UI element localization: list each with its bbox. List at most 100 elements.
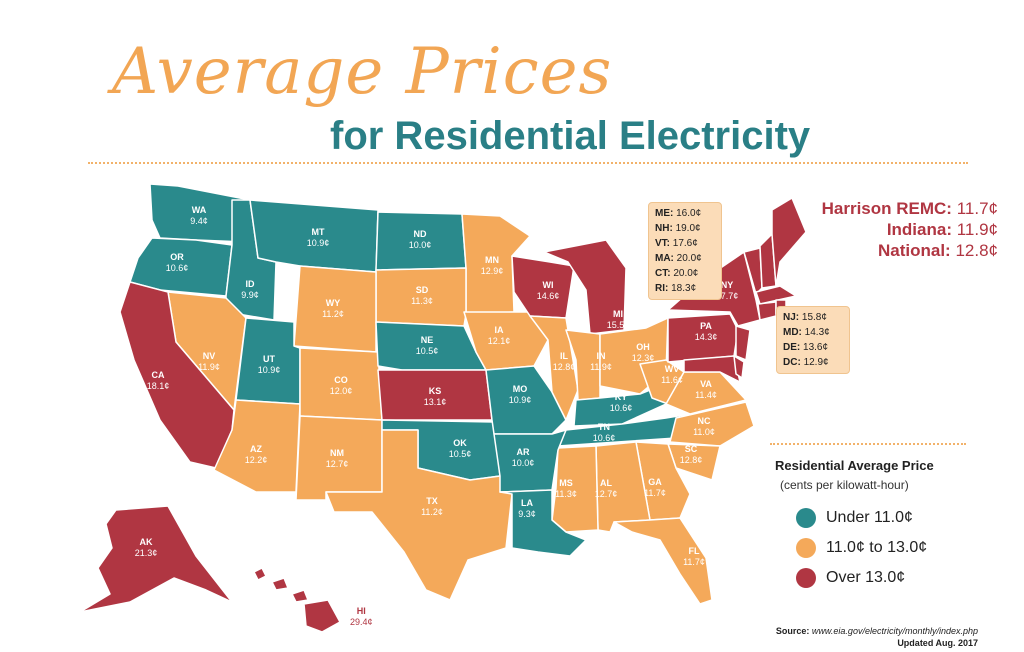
state-price: 10.5¢ bbox=[448, 449, 472, 459]
state-price: 12.7¢ bbox=[325, 459, 349, 469]
state-abbr: SC bbox=[684, 444, 698, 454]
legend-subtitle: (cents per kilowatt-hour) bbox=[780, 478, 909, 492]
state-abbr: MT bbox=[311, 227, 325, 237]
state-label-AZ: AZ 12.2¢ bbox=[245, 444, 268, 466]
callout-abbr: NJ: bbox=[783, 312, 800, 323]
state-label-LA: LA 9.3¢ bbox=[518, 498, 536, 520]
state-AK bbox=[79, 505, 233, 613]
state-price: 11.7¢ bbox=[644, 488, 666, 498]
state-price: 10.5¢ bbox=[415, 346, 439, 356]
state-TX bbox=[325, 429, 513, 601]
state-abbr: FL bbox=[688, 546, 700, 556]
state-label-SD: SD 11.3¢ bbox=[411, 285, 433, 307]
price-highlights: Harrison REMC: 11.7¢ Indiana: 11.9¢ Nati… bbox=[822, 198, 998, 261]
callout-price: 12.9¢ bbox=[803, 357, 829, 368]
callout-row: MA: 20.0¢ bbox=[655, 251, 715, 266]
state-label-TN: TN 10.6¢ bbox=[593, 422, 616, 444]
state-price: 12.9¢ bbox=[480, 266, 504, 276]
callout-row: RI: 18.3¢ bbox=[655, 281, 715, 296]
state-label-OH: OH 12.3¢ bbox=[632, 342, 655, 364]
highlight-harrison: Harrison REMC: 11.7¢ bbox=[822, 198, 998, 219]
state-MO bbox=[485, 365, 567, 435]
state-abbr: MI bbox=[613, 309, 623, 319]
state-label-WI: WI 14.6¢ bbox=[537, 280, 560, 302]
state-price: 12.3¢ bbox=[631, 353, 655, 363]
state-label-OK: OK 10.5¢ bbox=[449, 438, 472, 460]
callout-row: VT: 17.6¢ bbox=[655, 236, 715, 251]
state-abbr: TX bbox=[426, 496, 438, 506]
state-label-SC: SC 12.8¢ bbox=[680, 444, 703, 466]
highlight-price: 11.7¢ bbox=[956, 199, 998, 218]
legend-item-under: Under 11.0¢ bbox=[796, 508, 913, 528]
state-abbr: LA bbox=[521, 498, 533, 508]
state-abbr: NC bbox=[697, 416, 711, 426]
state-label-AR: AR 10.0¢ bbox=[512, 447, 535, 469]
state-price: 15.5¢ bbox=[606, 320, 630, 330]
state-price: 10.6¢ bbox=[609, 403, 633, 413]
state-label-NE: NE 10.5¢ bbox=[416, 335, 439, 357]
callout-row: NJ: 15.8¢ bbox=[783, 310, 843, 325]
state-label-CA: CA 18.1¢ bbox=[147, 370, 170, 392]
highlight-name: Harrison REMC: bbox=[821, 199, 952, 218]
state-label-MN: MN 12.9¢ bbox=[481, 255, 504, 277]
state-abbr: AK bbox=[139, 537, 153, 547]
state-abbr: HI bbox=[356, 606, 366, 616]
state-price: 17.7¢ bbox=[715, 291, 739, 301]
state-price: 12.0¢ bbox=[329, 386, 353, 396]
callout-mid-atlantic: NJ: 15.8¢ MD: 14.3¢ DE: 13.6¢ DC: 12.9¢ bbox=[776, 306, 850, 374]
state-abbr: GA bbox=[648, 477, 662, 487]
state-abbr: VA bbox=[700, 379, 712, 389]
legend-item-mid: 11.0¢ to 13.0¢ bbox=[796, 538, 927, 558]
state-HI bbox=[303, 599, 341, 633]
state-label-WA: WA 9.4¢ bbox=[190, 205, 208, 227]
highlight-name: National: bbox=[877, 241, 951, 260]
state-price: 9.9¢ bbox=[241, 290, 259, 300]
state-price: 9.3¢ bbox=[518, 509, 536, 519]
state-abbr: MS bbox=[559, 478, 573, 488]
state-VA bbox=[665, 371, 747, 415]
highlight-price: 12.8¢ bbox=[955, 241, 998, 260]
state-label-UT: UT 10.9¢ bbox=[258, 354, 281, 376]
legend-swatch-under bbox=[796, 508, 816, 528]
state-price: 11.2¢ bbox=[421, 507, 443, 517]
callout-row: NH: 19.0¢ bbox=[655, 221, 715, 236]
state-label-KY: KY 10.6¢ bbox=[610, 392, 633, 414]
callout-new-england: ME: 16.0¢ NH: 19.0¢ VT: 17.6¢ MA: 20.0¢ CT: … bbox=[648, 202, 722, 300]
state-label-NY: NY 17.7¢ bbox=[716, 280, 739, 302]
state-abbr: PA bbox=[700, 321, 712, 331]
state-OR bbox=[129, 237, 233, 297]
state-price: 13.1¢ bbox=[423, 397, 447, 407]
state-label-NM: NM 12.7¢ bbox=[326, 448, 349, 470]
state-AR bbox=[493, 429, 567, 493]
source-url: www.eia.gov/electricity/monthly/index.ph… bbox=[811, 626, 978, 636]
state-abbr: NM bbox=[330, 448, 344, 458]
callout-price: 16.0¢ bbox=[676, 208, 702, 219]
title-divider bbox=[88, 162, 968, 164]
callout-price: 20.0¢ bbox=[673, 268, 699, 279]
state-abbr: UT bbox=[263, 354, 275, 364]
callout-price: 19.0¢ bbox=[675, 223, 701, 234]
state-abbr: SD bbox=[415, 285, 429, 295]
state-abbr: ND bbox=[413, 229, 427, 239]
state-label-ND: ND 10.0¢ bbox=[409, 229, 432, 251]
highlight-price: 11.9¢ bbox=[956, 220, 998, 239]
legend-item-over: Over 13.0¢ bbox=[796, 568, 905, 588]
state-price: 11.3¢ bbox=[411, 296, 433, 306]
state-abbr: OH bbox=[636, 342, 650, 352]
state-label-CO: CO 12.0¢ bbox=[330, 375, 353, 397]
state-price: 12.2¢ bbox=[244, 455, 268, 465]
state-abbr: OR bbox=[170, 252, 184, 262]
state-price: 11.7¢ bbox=[683, 557, 705, 567]
state-LA bbox=[499, 489, 587, 557]
state-label-FL: FL 11.7¢ bbox=[683, 546, 705, 568]
state-label-KS: KS 13.1¢ bbox=[424, 386, 447, 408]
state-abbr: CO bbox=[334, 375, 348, 385]
state-price: 18.1¢ bbox=[146, 381, 170, 391]
state-IL bbox=[529, 315, 579, 421]
state-abbr: AL bbox=[600, 478, 612, 488]
state-price: 11.9¢ bbox=[198, 362, 220, 372]
callout-abbr: DC: bbox=[783, 357, 801, 368]
legend-swatch-over bbox=[796, 568, 816, 588]
callout-abbr: MA: bbox=[655, 253, 674, 264]
callout-abbr: DE: bbox=[783, 342, 801, 353]
